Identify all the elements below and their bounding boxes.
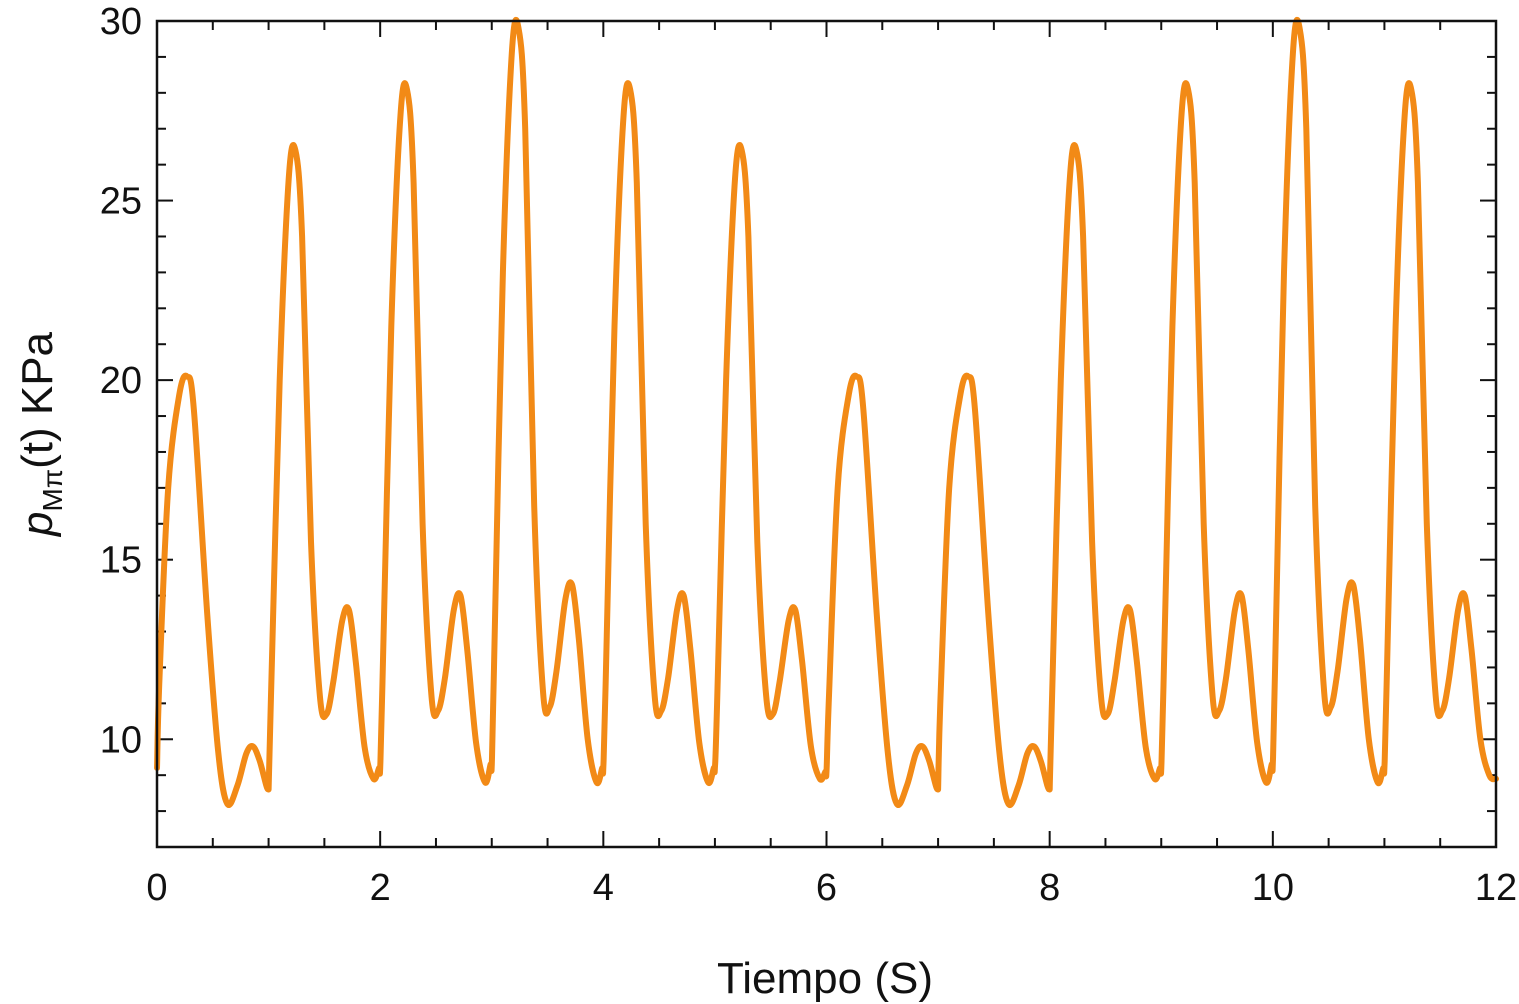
plot-series bbox=[154, 16, 1499, 809]
x-tick-label: 10 bbox=[1252, 867, 1294, 909]
x-tick-label: 2 bbox=[370, 867, 391, 909]
x-tick-label: 6 bbox=[816, 867, 837, 909]
y-tick-label: 15 bbox=[100, 540, 142, 582]
plot-frame bbox=[155, 19, 1498, 849]
y-tick-labels: 10 15 20 25 30 bbox=[100, 1, 142, 761]
x-tick-label: 4 bbox=[593, 867, 614, 909]
y-tick-label: 30 bbox=[100, 1, 142, 43]
y-axis-label: pMπ(t) KPa bbox=[13, 331, 68, 538]
y-tick-label: 10 bbox=[100, 719, 142, 761]
y-axis-label-main: p bbox=[13, 512, 62, 538]
y-tick-label: 25 bbox=[100, 181, 142, 223]
y-axis-label-subscript: Mπ bbox=[37, 469, 68, 512]
x-axis-label: Tiempo (S) bbox=[717, 954, 933, 1003]
series-line bbox=[154, 16, 1499, 809]
x-tick-labels: 0 2 4 6 8 10 12 bbox=[146, 867, 1517, 909]
x-tick-label: 8 bbox=[1039, 867, 1060, 909]
y-axis-label-rest: (t) KPa bbox=[13, 331, 62, 468]
x-tick-label: 12 bbox=[1475, 867, 1517, 909]
x-tick-label: 0 bbox=[146, 867, 167, 909]
y-tick-label: 20 bbox=[100, 360, 142, 402]
